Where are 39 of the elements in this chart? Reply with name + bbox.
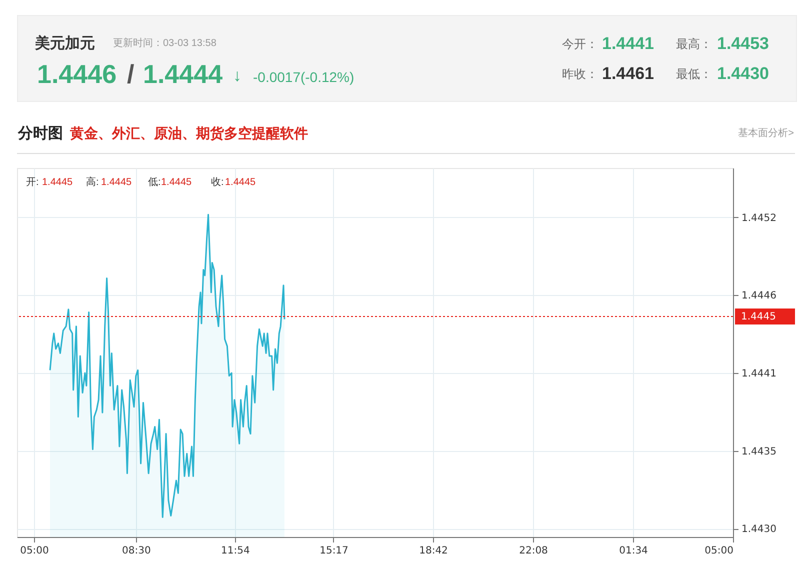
annotation: 1.4445 [101, 177, 132, 188]
y-tick-label: 1.4441 [742, 368, 776, 380]
y-tick-label: 1.4452 [742, 212, 776, 224]
annotation: 高: [86, 177, 99, 188]
annotation: 开: [26, 177, 39, 188]
x-tick-label: 01:34 [619, 546, 648, 556]
text: 1.4446 [37, 59, 117, 89]
text: / [127, 59, 134, 89]
chart-title: 美元加元 [35, 35, 95, 52]
y-tick-label: 1.4430 [742, 524, 776, 536]
text: 黄金、外汇、原油、期货多空提醒软件 [70, 125, 308, 141]
y-tick-label: 1.4446 [742, 290, 776, 302]
text: 1.4441 [602, 34, 654, 53]
x-tick-label: 15:17 [320, 546, 348, 556]
text: 1.4444 [143, 59, 223, 89]
text: 分时图 [18, 125, 63, 142]
text: 1.4461 [602, 64, 654, 83]
ref-line-label: 1.4445 [741, 311, 776, 322]
annotation: 低: [148, 177, 161, 188]
text: 基本面分析> [738, 128, 794, 139]
x-tick-label: 18:42 [419, 546, 448, 556]
annotation: 1.4445 [42, 177, 73, 188]
y-tick-label: 1.4435 [742, 446, 776, 458]
chart-subtitle: 更新时间：03-03 13:58 [113, 38, 216, 49]
annotation: 1.4445 [225, 177, 256, 188]
text: ↓ [233, 66, 242, 85]
text: 最低： [676, 67, 712, 81]
x-tick-label: 22:08 [519, 546, 548, 556]
text: -0.0017(-0.12%) [253, 69, 354, 85]
annotation: 1.4445 [161, 177, 192, 188]
text: 1.4453 [717, 34, 769, 53]
x-tick-label: 11:54 [221, 546, 250, 556]
x-tick-label: 05:00 [20, 546, 49, 556]
x-tick-label: 08:30 [122, 546, 151, 556]
x-tick-label: 05:00 [704, 546, 734, 556]
annotation: 收: [211, 177, 224, 188]
text: 今开： [562, 37, 598, 51]
text: 昨收： [562, 67, 598, 81]
text: 最高： [676, 37, 712, 51]
